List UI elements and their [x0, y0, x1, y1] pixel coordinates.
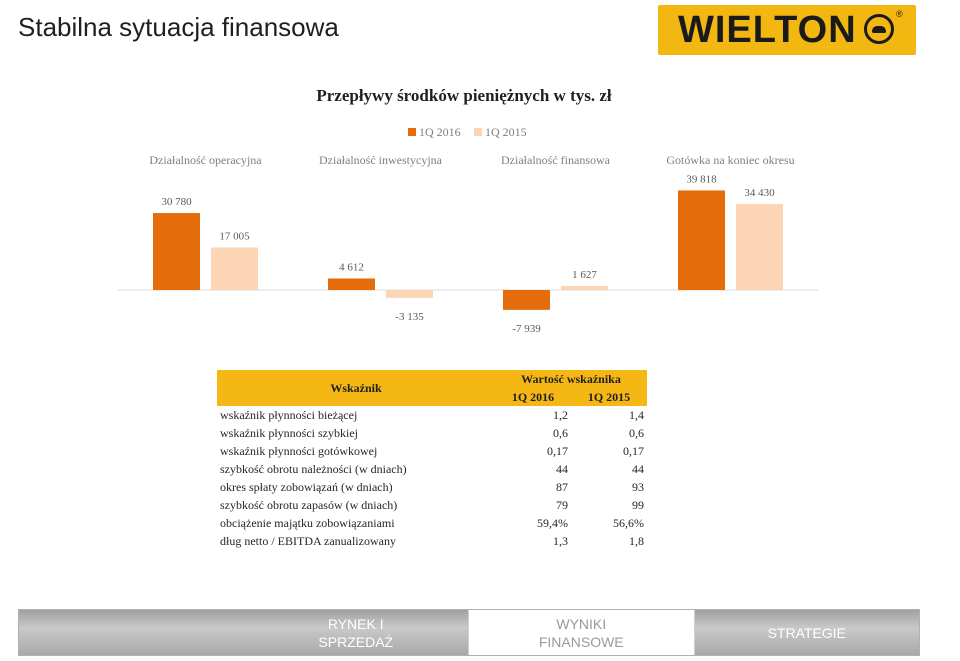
table-row: obciążenie majątku zobowiązaniami 59,4% 56…	[217, 514, 647, 532]
row-value-2015: 0,17	[623, 443, 644, 458]
bar	[736, 203, 783, 290]
table-row: dług netto / EBITDA zanualizowany 1,3 1,8	[217, 532, 647, 550]
row-value-2016: 0,6	[553, 425, 568, 440]
data-label: 17 005	[219, 230, 250, 242]
registered-mark: ®	[896, 9, 903, 19]
row-label: okres spłaty zobowiązań (w dniach)	[220, 479, 393, 494]
row-label: wskaźnik płynności bieżącej	[220, 407, 358, 422]
nav-tab-1[interactable]	[19, 610, 244, 655]
category-label: Działalność operacyjna	[149, 153, 262, 167]
table-row: wskaźnik płynności szybkiej 0,6 0,6	[217, 424, 647, 442]
row-label: dług netto / EBITDA zanualizowany	[220, 533, 396, 548]
category-label: Działalność finansowa	[501, 153, 611, 167]
section-navigation: RYNEK I SPRZEDAŻ WYNIKI FINANSOWE STRATEGI…	[18, 609, 920, 656]
row-value-2016: 79	[556, 497, 568, 512]
page-title: Stabilna sytuacja finansowa	[18, 12, 339, 42]
row-value-2015: 56,6%	[613, 515, 644, 530]
table-header-value: Wartość wskaźnika	[495, 370, 647, 388]
table-row: okres spłaty zobowiązań (w dniach) 87 93	[217, 478, 647, 496]
data-label: 30 780	[161, 196, 192, 208]
row-value-2015: 0,6	[629, 425, 644, 440]
data-label: 34 430	[744, 187, 775, 199]
table-row: wskaźnik płynności bieżącej 1,2 1,4	[217, 406, 647, 424]
nav-tab-2[interactable]: RYNEK I SPRZEDAŻ	[243, 610, 468, 655]
legend-label-2: 1Q 2015	[485, 125, 527, 139]
row-label: obciążenie majątku zobowiązaniami	[220, 515, 395, 530]
data-label: -7 939	[512, 323, 541, 335]
chart-title: Przepływy środków pieniężnych w tys. zł	[316, 86, 612, 105]
nav-tab-3[interactable]: WYNIKI FINANSOWE	[468, 610, 695, 655]
row-value-2016: 87	[556, 479, 568, 494]
bar	[211, 247, 258, 290]
cash-flow-chart: 1Q 2016 1Q 2015 Działalność operacyjna Dzia…	[118, 125, 818, 335]
row-label: szybkość obrotu zapasów (w dniach)	[220, 497, 398, 512]
row-label: wskaźnik płynności gotówkowej	[220, 443, 378, 458]
row-label: szybkość obrotu należności (w dniach)	[220, 461, 407, 476]
row-value-2015: 44	[632, 461, 644, 476]
logo-text: WIELTON	[678, 9, 857, 51]
table-row: szybkość obrotu należności (w dniach) 44 4…	[217, 460, 647, 478]
category-label: Działalność inwestycyjna	[319, 153, 443, 167]
data-label: -3 135	[395, 311, 424, 323]
row-value-2015: 1,4	[629, 407, 644, 422]
row-value-2016: 44	[556, 461, 568, 476]
legend-label-1: 1Q 2016	[419, 125, 461, 139]
row-value-2016: 1,3	[553, 533, 568, 548]
bar	[153, 213, 200, 290]
row-value-2016: 0,17	[547, 443, 568, 458]
bar	[561, 285, 608, 290]
row-value-2015: 99	[632, 497, 644, 512]
row-value-2016: 59,4%	[537, 515, 568, 530]
data-label: 4 612	[339, 261, 364, 273]
table-row: szybkość obrotu zapasów (w dniach) 79 99	[217, 496, 647, 514]
wielton-logo: WIELTON ®	[658, 5, 916, 55]
bar	[328, 278, 375, 290]
table-header-indicator: Wskaźnik	[217, 370, 495, 406]
legend-swatch-2	[474, 128, 482, 136]
legend-swatch-1	[408, 128, 416, 136]
camel-logo-icon	[864, 14, 894, 44]
bar	[386, 290, 433, 298]
row-value-2015: 93	[632, 479, 644, 494]
table-header-2015: 1Q 2015	[571, 388, 647, 406]
row-value-2016: 1,2	[553, 407, 568, 422]
table-body: wskaźnik płynności bieżącej 1,2 1,4 wskaźni…	[217, 406, 647, 550]
category-label: Gotówka na koniec okresu	[666, 153, 794, 167]
indicators-table: Wskaźnik Wartość wskaźnika 1Q 2016 1Q 20…	[217, 370, 647, 550]
table-row: wskaźnik płynności gotówkowej 0,17 0,17	[217, 442, 647, 460]
data-label: 39 818	[686, 173, 717, 185]
row-label: wskaźnik płynności szybkiej	[220, 425, 358, 440]
bar	[503, 290, 550, 310]
row-value-2015: 1,8	[629, 533, 644, 548]
table-header-2016: 1Q 2016	[495, 388, 571, 406]
data-label: 1 627	[572, 269, 597, 281]
nav-tab-4[interactable]: STRATEGIE	[694, 610, 919, 655]
bar	[678, 190, 725, 290]
